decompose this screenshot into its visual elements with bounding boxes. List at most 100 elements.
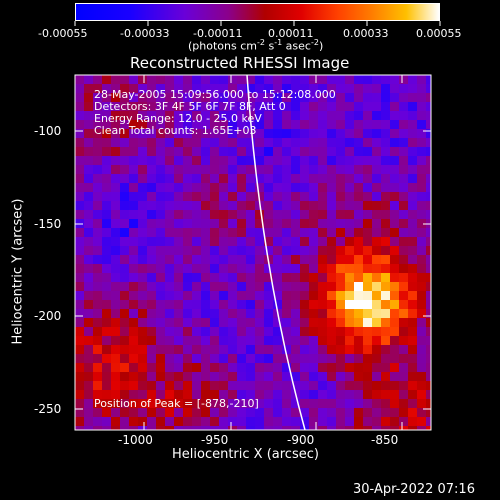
heatmap-cell [336, 201, 345, 210]
heatmap-cell [345, 273, 354, 282]
heatmap-cell [318, 111, 327, 120]
heatmap-cell [282, 282, 291, 291]
heatmap-cell [156, 282, 165, 291]
heatmap-cell [363, 219, 372, 228]
heatmap-cell [345, 318, 354, 327]
heatmap-cell [102, 183, 111, 192]
heatmap-cell [381, 318, 390, 327]
heatmap-cell [264, 129, 273, 138]
heatmap-cell [273, 426, 282, 430]
heatmap-cell [129, 165, 138, 174]
heatmap-cell [237, 291, 246, 300]
heatmap-cell [336, 237, 345, 246]
heatmap-cell [183, 372, 192, 381]
heatmap-cell [390, 426, 399, 430]
heatmap-cell [120, 237, 129, 246]
heatmap-cell [120, 354, 129, 363]
heatmap-cell [102, 309, 111, 318]
heatmap-cell [75, 93, 84, 102]
units-part: (photons cm [188, 39, 257, 53]
heatmap-cell [210, 210, 219, 219]
heatmap-cell [156, 399, 165, 408]
heatmap-cell [156, 228, 165, 237]
heatmap-cell [426, 372, 431, 381]
heatmap-cell [390, 336, 399, 345]
heatmap-cell [390, 246, 399, 255]
heatmap-cell [138, 336, 147, 345]
heatmap-cell [192, 399, 201, 408]
heatmap-cell [147, 183, 156, 192]
heatmap-cell [354, 327, 363, 336]
heatmap-cell [138, 120, 147, 129]
heatmap-cell [372, 111, 381, 120]
heatmap-cell [291, 255, 300, 264]
heatmap-cell [318, 156, 327, 165]
heatmap-cell [84, 399, 93, 408]
heatmap-cell [174, 273, 183, 282]
heatmap-cell [273, 399, 282, 408]
heatmap-cell [354, 165, 363, 174]
heatmap-cell [165, 381, 174, 390]
heatmap-cell [309, 147, 318, 156]
heatmap-cell [354, 345, 363, 354]
heatmap-cell [246, 138, 255, 147]
heatmap-cell [282, 345, 291, 354]
heatmap-cell [138, 93, 147, 102]
heatmap-cell [183, 93, 192, 102]
heatmap-cell [201, 399, 210, 408]
heatmap-cell [381, 345, 390, 354]
heatmap-cell [75, 174, 84, 183]
heatmap-cell [192, 174, 201, 183]
heatmap-cell [390, 363, 399, 372]
heatmap-cell [381, 354, 390, 363]
heatmap-cell [354, 120, 363, 129]
heatmap-cell [93, 363, 102, 372]
heatmap-cell [282, 291, 291, 300]
heatmap-cell [111, 138, 120, 147]
heatmap-cell [282, 156, 291, 165]
heatmap-cell [273, 147, 282, 156]
heatmap-cell [246, 183, 255, 192]
heatmap-cell [165, 201, 174, 210]
heatmap-cell [300, 399, 309, 408]
heatmap-cell [174, 201, 183, 210]
heatmap-cell [219, 138, 228, 147]
heatmap-cell [102, 354, 111, 363]
heatmap-cell [327, 129, 336, 138]
heatmap-cell [75, 327, 84, 336]
heatmap-cell [192, 201, 201, 210]
heatmap-cell [165, 246, 174, 255]
heatmap-cell [354, 318, 363, 327]
heatmap-cell [102, 417, 111, 426]
heatmap-cell [93, 219, 102, 228]
heatmap-cell [336, 165, 345, 174]
heatmap-cell [84, 345, 93, 354]
heatmap-cell [273, 183, 282, 192]
heatmap-cell [273, 165, 282, 174]
heatmap-cell [336, 372, 345, 381]
heatmap-cell [327, 174, 336, 183]
heatmap-cell [399, 111, 408, 120]
heatmap-cell [408, 318, 417, 327]
heatmap-cell [264, 183, 273, 192]
heatmap-cell [147, 219, 156, 228]
heatmap-cell [426, 300, 431, 309]
heatmap-cell [336, 183, 345, 192]
heatmap-cell [219, 255, 228, 264]
heatmap-cell [129, 381, 138, 390]
heatmap-cell [336, 210, 345, 219]
heatmap-cell [183, 147, 192, 156]
heatmap-cell [363, 273, 372, 282]
heatmap-cell [255, 138, 264, 147]
heatmap-cell [345, 75, 354, 84]
heatmap-cell [102, 345, 111, 354]
heatmap-cell [138, 363, 147, 372]
heatmap-cell [363, 300, 372, 309]
heatmap-cell [426, 129, 431, 138]
heatmap-cell [282, 165, 291, 174]
heatmap-cell [336, 336, 345, 345]
heatmap-cell [345, 192, 354, 201]
heatmap-cell [210, 228, 219, 237]
heatmap-cell [426, 345, 431, 354]
colorbar-tick-label: -0.00011 [193, 27, 243, 40]
